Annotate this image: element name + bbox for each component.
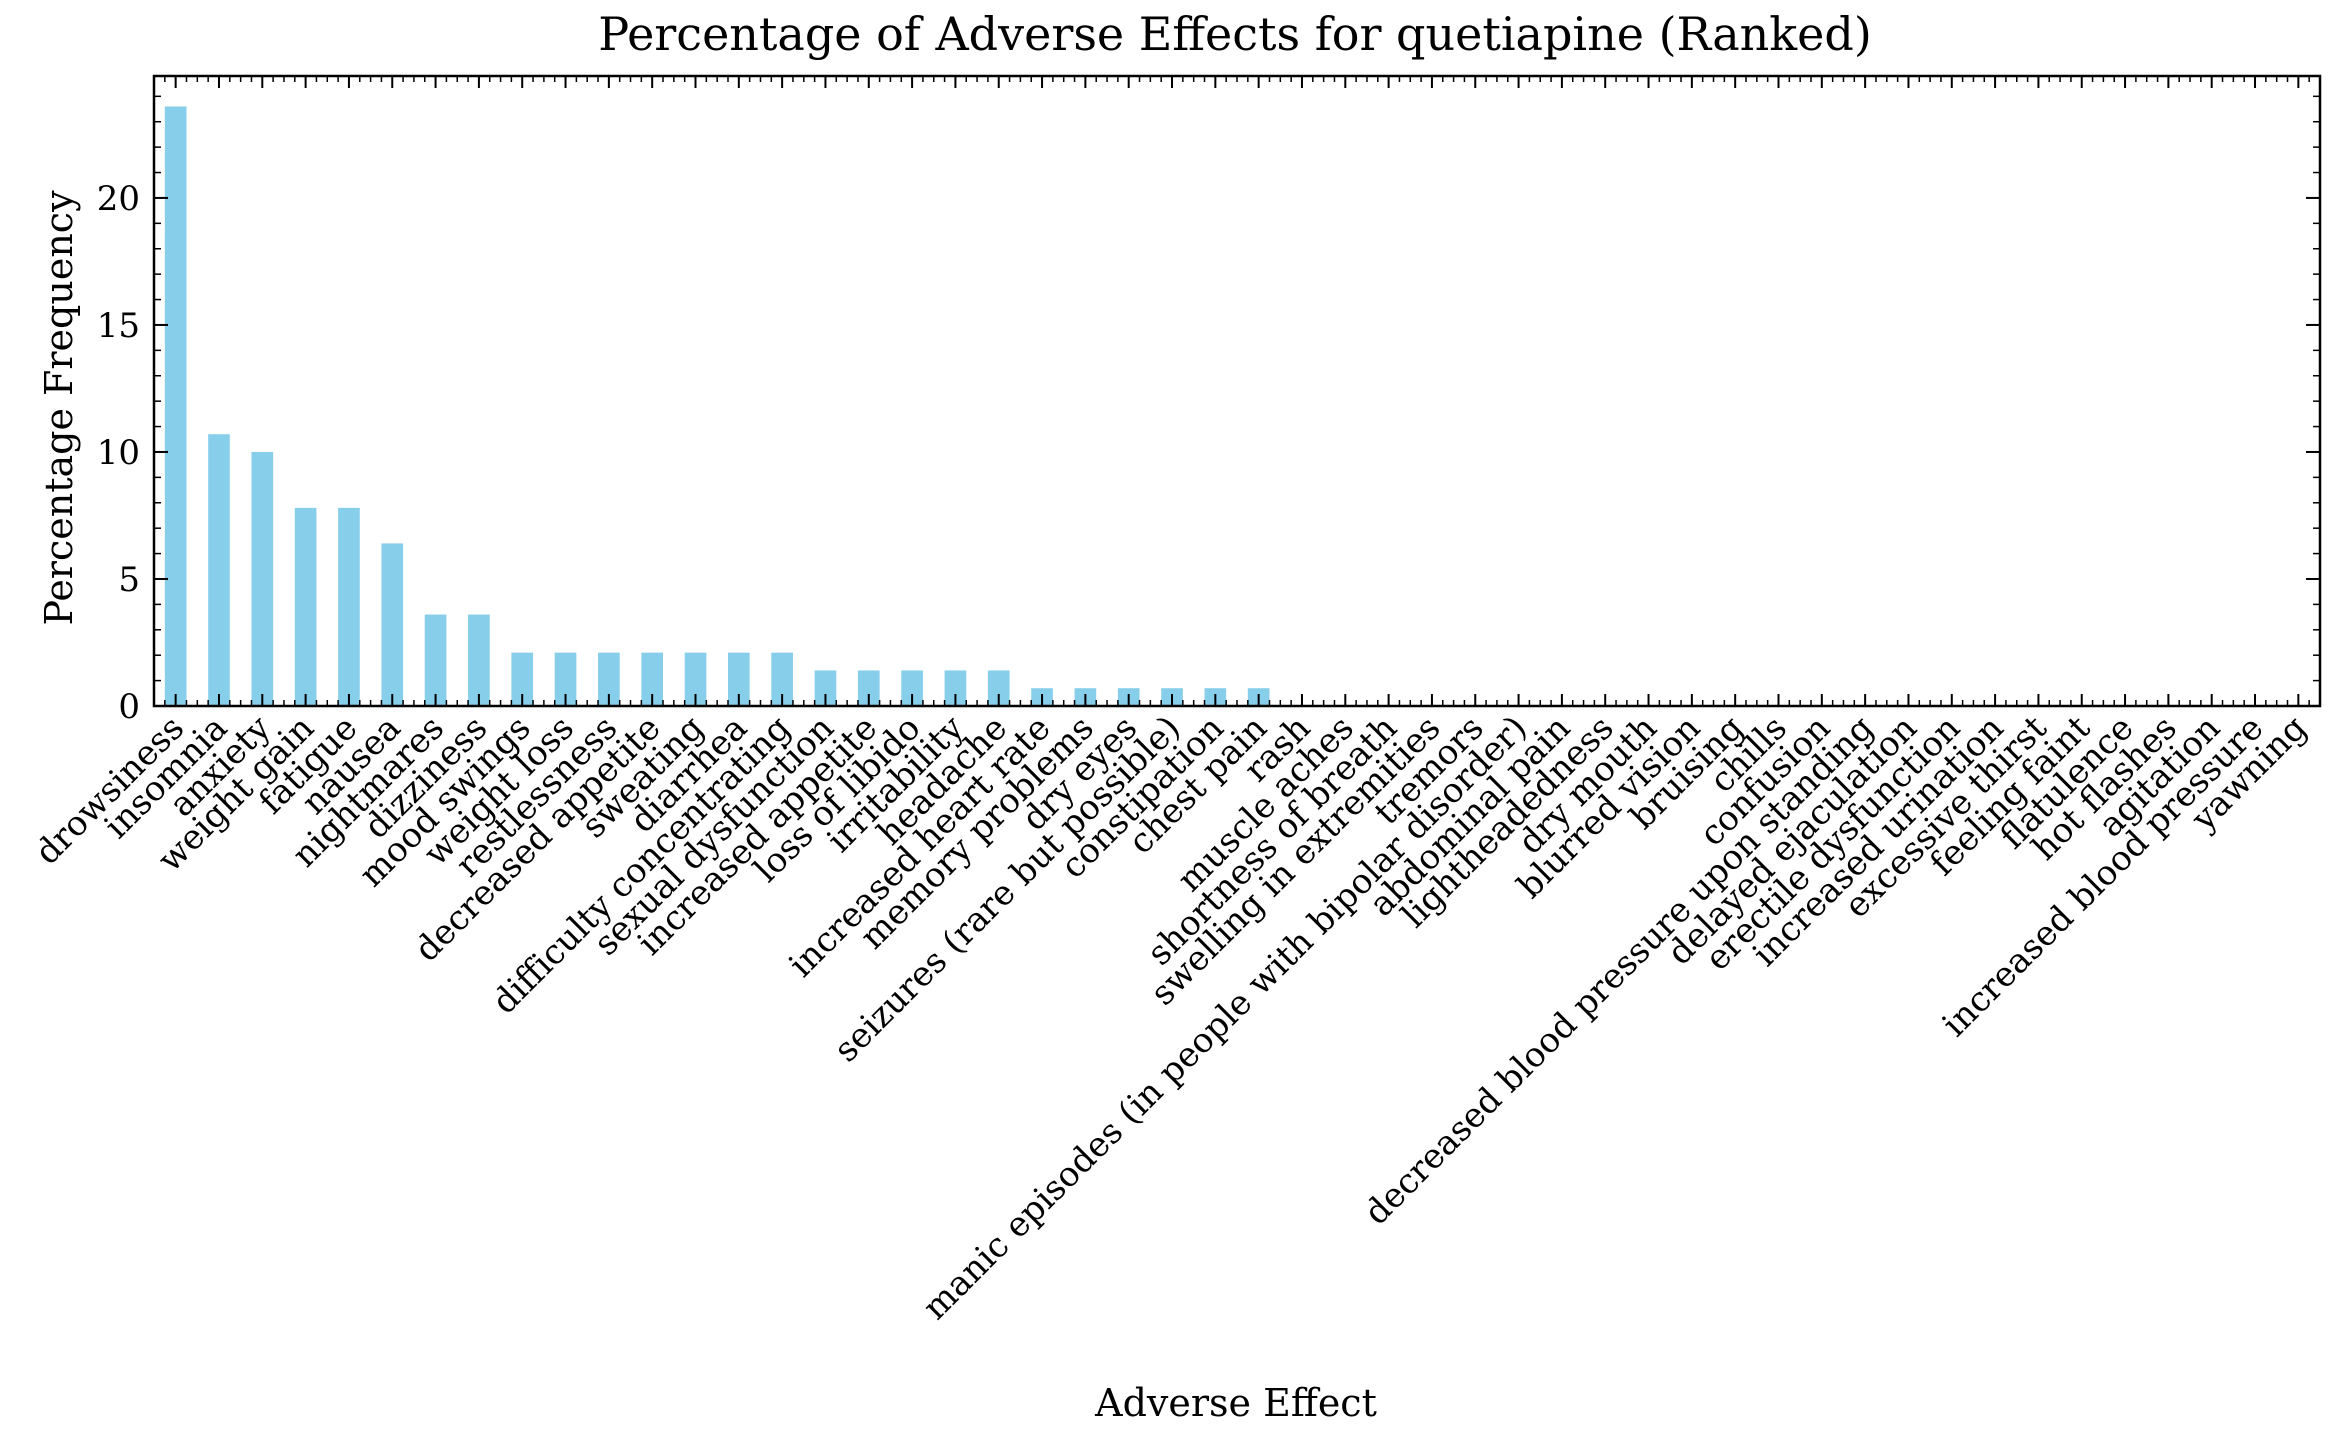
bar-13	[727, 652, 750, 706]
bar-1	[208, 434, 230, 706]
bar-8	[511, 652, 534, 706]
y-tick-label: 0	[118, 687, 140, 727]
y-tick-label: 20	[97, 179, 140, 219]
plot-frame	[152, 74, 2322, 708]
bar-16	[857, 670, 880, 706]
ticks-group	[154, 76, 2321, 707]
bar-18	[944, 670, 967, 706]
bar-5	[381, 543, 404, 706]
bar-10	[598, 652, 620, 706]
bar-7	[468, 614, 490, 706]
bar-0	[164, 106, 187, 707]
y-tick-label: 15	[97, 306, 140, 346]
y-axis-label: Percentage Frequency	[37, 190, 81, 626]
x-axis-label: Adverse Effect	[1094, 1381, 1377, 1425]
bar-9	[554, 652, 577, 706]
chart-title: Percentage of Adverse Effects for quetia…	[598, 7, 1872, 61]
y-tick-labels-group: 0 5 10 15 20	[97, 179, 140, 727]
bar-12	[684, 652, 707, 706]
bar-14	[771, 652, 793, 706]
bar-19	[987, 670, 1010, 706]
bars-group	[164, 106, 1270, 707]
bar-11	[641, 652, 664, 706]
bar-4	[338, 507, 360, 706]
bar-3	[294, 507, 317, 706]
bar-15	[814, 670, 837, 706]
y-tick-label: 5	[118, 560, 140, 600]
bar-17	[901, 670, 923, 706]
y-tick-label: 10	[97, 433, 140, 473]
bar-2	[251, 451, 274, 706]
bar-6	[424, 614, 447, 706]
